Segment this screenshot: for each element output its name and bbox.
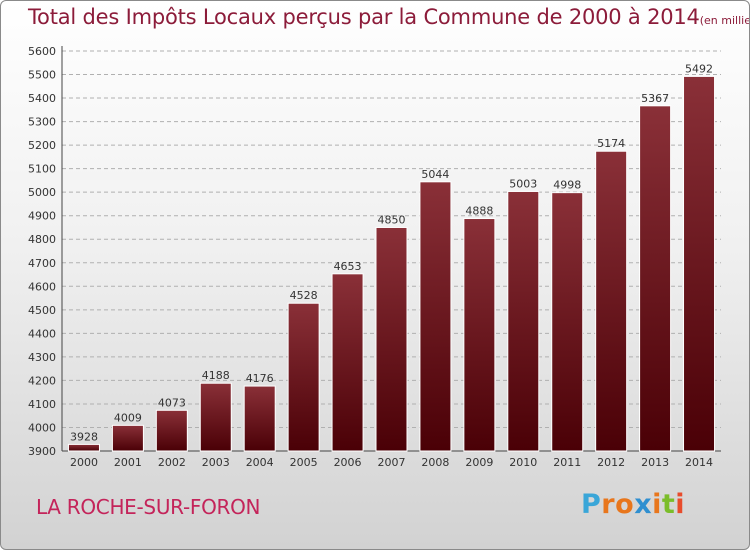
x-tick-label: 2003 xyxy=(202,456,230,469)
bar-2000 xyxy=(67,443,100,452)
bar-2010 xyxy=(507,190,540,452)
logo-letter: i xyxy=(675,489,686,520)
bar-2012 xyxy=(595,150,628,452)
y-tick-label: 5100 xyxy=(28,163,56,176)
y-tick-label: 3900 xyxy=(28,445,56,458)
x-tick-label: 2010 xyxy=(509,456,537,469)
logo-letter: x xyxy=(634,489,653,520)
y-tick-label: 5000 xyxy=(28,186,56,199)
bars xyxy=(67,75,716,452)
data-label: 5492 xyxy=(685,62,713,75)
bar-2013 xyxy=(639,105,672,452)
x-tick-label: 2007 xyxy=(378,456,406,469)
logo-letter: P xyxy=(581,489,602,520)
x-tick-label: 2009 xyxy=(465,456,493,469)
logo-letter: t xyxy=(661,489,676,520)
y-tick-label: 5500 xyxy=(28,69,56,82)
bar-2002 xyxy=(155,409,188,452)
y-tick-label: 4800 xyxy=(28,233,56,246)
x-tick-label: 2014 xyxy=(685,456,713,469)
data-label: 4653 xyxy=(334,260,362,273)
x-tick-label: 2000 xyxy=(70,456,98,469)
x-tick-label: 2002 xyxy=(158,456,186,469)
y-tick-label: 4600 xyxy=(28,280,56,293)
y-tick-label: 5300 xyxy=(28,116,56,129)
x-tick-label: 2001 xyxy=(114,456,142,469)
data-label: 4528 xyxy=(290,289,318,302)
proxiti-logo: Proxiti xyxy=(581,489,685,520)
data-label: 4188 xyxy=(202,369,230,382)
data-label: 4998 xyxy=(553,179,581,192)
bar-2007 xyxy=(375,226,408,452)
y-tick-label: 4900 xyxy=(28,210,56,223)
bar-2008 xyxy=(419,181,452,452)
x-tick-label: 2008 xyxy=(421,456,449,469)
logo-letter: o xyxy=(615,489,635,520)
bar-2004 xyxy=(243,385,276,452)
y-tick-label: 4400 xyxy=(28,327,56,340)
data-label: 5003 xyxy=(509,177,537,190)
logo-letter: r xyxy=(601,489,616,520)
chart-title: Total des Impôts Locaux perçus par la Co… xyxy=(28,5,750,29)
data-label: 4073 xyxy=(158,396,186,409)
logo-letter: i xyxy=(652,489,662,520)
data-label: 3928 xyxy=(70,430,98,443)
x-tick-label: 2006 xyxy=(334,456,362,469)
x-tick-label: 2013 xyxy=(641,456,669,469)
bar-2003 xyxy=(199,382,232,452)
chart-title-text: Total des Impôts Locaux perçus par la Co… xyxy=(28,5,700,29)
bar-2009 xyxy=(463,218,496,452)
data-label: 4009 xyxy=(114,411,142,424)
data-label: 4176 xyxy=(246,372,274,385)
y-tick-label: 5600 xyxy=(28,45,56,58)
chart-unit: (en milliers d'€) xyxy=(699,14,750,27)
x-tick-label: 2012 xyxy=(597,456,625,469)
x-tick-label: 2004 xyxy=(246,456,274,469)
x-tick-label: 2005 xyxy=(290,456,318,469)
y-tick-label: 4300 xyxy=(28,351,56,364)
data-label: 5044 xyxy=(421,168,449,181)
bar-2011 xyxy=(551,192,584,452)
y-tick-label: 4500 xyxy=(28,304,56,317)
data-label: 4888 xyxy=(465,205,493,218)
y-tick-label: 4700 xyxy=(28,257,56,270)
y-tick-label: 5400 xyxy=(28,92,56,105)
y-tick-label: 4200 xyxy=(28,374,56,387)
commune-name: LA ROCHE-SUR-FORON xyxy=(36,495,261,519)
data-label: 5174 xyxy=(597,137,625,150)
x-tick-label: 2011 xyxy=(553,456,581,469)
data-label: 5367 xyxy=(641,92,669,105)
bar-2006 xyxy=(331,273,364,452)
y-tick-label: 4000 xyxy=(28,421,56,434)
labels: 3900 4000 4100 4200 4300 4400 4500 4600 4700 4800… xyxy=(28,45,713,469)
y-tick-label: 4100 xyxy=(28,398,56,411)
y-tick-label: 5200 xyxy=(28,139,56,152)
bar-2014 xyxy=(683,75,716,452)
data-label: 4850 xyxy=(378,213,406,226)
bar-2001 xyxy=(111,424,144,452)
bar-2005 xyxy=(287,302,320,452)
